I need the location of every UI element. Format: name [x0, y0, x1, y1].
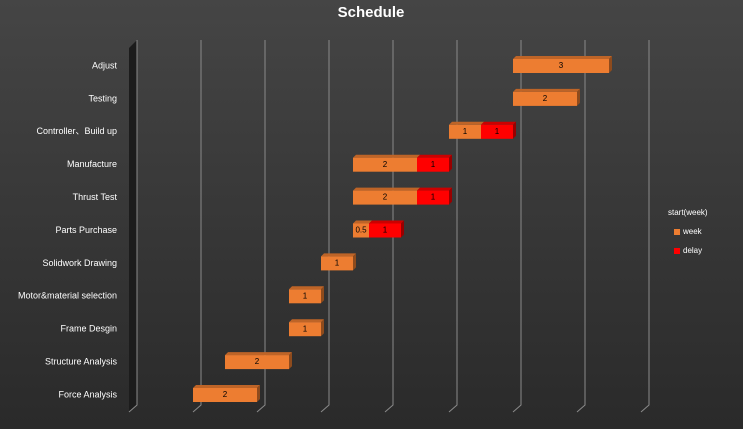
bar-side [449, 154, 452, 172]
bar-side [513, 121, 516, 139]
y-tick-label: Parts Purchase [55, 225, 117, 235]
bar-side [257, 385, 260, 402]
data-label: 2 [383, 160, 388, 169]
legend-label: delay [683, 246, 702, 255]
y-tick-label: Controller、Build up [36, 126, 117, 136]
bar-top [513, 56, 612, 59]
y-tick-label: Structure Analysis [45, 356, 118, 366]
y-tick-label: Thrust Test [73, 192, 118, 202]
bar-top [481, 121, 516, 125]
bar [417, 190, 449, 205]
bar-top [369, 220, 404, 224]
grid-line [512, 40, 522, 413]
grid-line [576, 40, 586, 413]
bar [321, 256, 353, 271]
bar [449, 124, 481, 139]
bar-top [417, 154, 452, 158]
bar [289, 289, 321, 304]
y-tick-label: Adjust [92, 60, 118, 70]
bar-top [289, 319, 324, 323]
bar [417, 157, 449, 172]
data-label: 1 [463, 127, 468, 136]
data-label: 1 [303, 324, 308, 333]
data-label: 2 [383, 193, 388, 202]
legend-label: start(week) [668, 208, 708, 217]
bar-top [193, 385, 260, 388]
legend-swatch [674, 229, 680, 235]
bar [513, 91, 577, 106]
bar-top [449, 121, 484, 125]
data-label: 1 [383, 226, 388, 235]
grid-line [192, 40, 202, 413]
bar-top [353, 220, 372, 224]
chart-title: Schedule [338, 4, 405, 21]
bar-top [321, 253, 356, 257]
bar-side [577, 88, 580, 106]
grid-line [128, 40, 138, 413]
data-label: 1 [335, 259, 340, 268]
data-label: 0.5 [355, 226, 367, 235]
bar-side [609, 56, 612, 73]
y-tick-label: Solidwork Drawing [42, 258, 117, 268]
data-label: 2 [223, 390, 228, 399]
y-tick-label: Force Analysis [58, 389, 117, 399]
data-label: 2 [255, 357, 260, 366]
bar [353, 157, 417, 172]
bar-top [353, 154, 420, 158]
bar [225, 355, 289, 370]
bar-top [513, 88, 580, 92]
bar [193, 388, 257, 402]
y-tick-label: Testing [88, 93, 117, 103]
bar-side [353, 253, 356, 271]
bar-side [401, 220, 404, 238]
data-label: 1 [495, 127, 500, 136]
y-tick-label: Frame Desgin [60, 324, 117, 334]
bar-side [289, 352, 292, 370]
bar-side [449, 187, 452, 205]
grid-line [256, 40, 266, 413]
bar-side [321, 286, 324, 304]
bar [353, 190, 417, 205]
data-label: 2 [543, 94, 548, 103]
data-label: 1 [431, 193, 436, 202]
bar-top [353, 187, 420, 191]
bar-top [225, 352, 292, 356]
bar-side [321, 319, 324, 337]
data-label: 3 [559, 61, 564, 70]
bar [369, 223, 401, 238]
bar [289, 322, 321, 337]
bar [513, 59, 609, 73]
data-label: 1 [431, 160, 436, 169]
y-tick-label: Manufacture [67, 159, 117, 169]
bar-top [289, 286, 324, 290]
legend-swatch [674, 248, 680, 254]
grid-line [448, 40, 458, 413]
grid-line [320, 40, 330, 413]
bar-top [417, 187, 452, 191]
bar [353, 223, 369, 238]
bar [481, 124, 513, 139]
side-wall [129, 40, 137, 412]
data-label: 1 [303, 291, 308, 300]
grid-line [640, 40, 650, 413]
y-tick-label: Motor&material selection [18, 291, 117, 301]
legend-label: week [682, 227, 703, 236]
